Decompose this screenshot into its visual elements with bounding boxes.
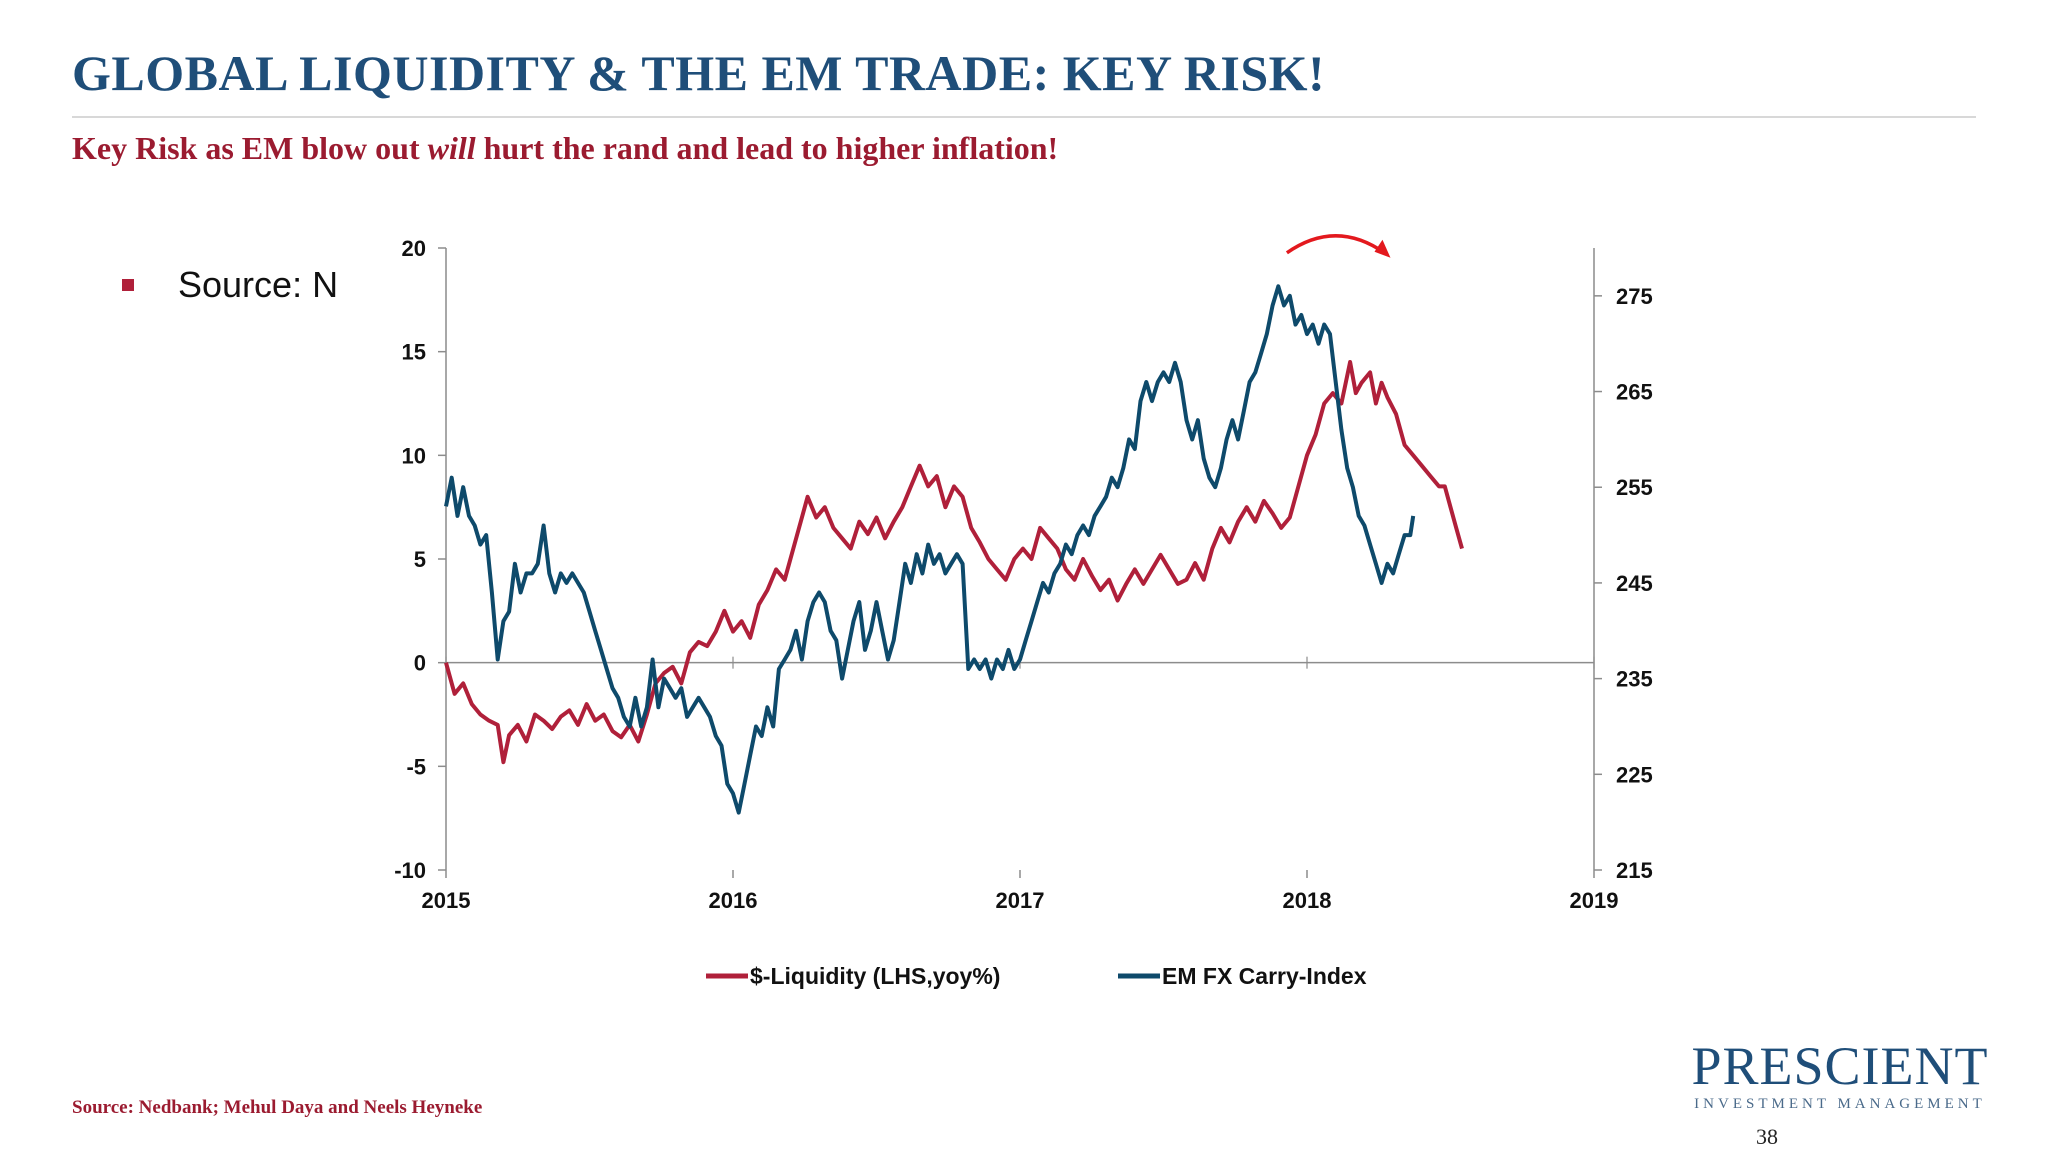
square-bullet-icon [122,279,134,291]
left-tick-label: -10 [394,858,426,883]
page-number: 38 [1756,1124,1778,1149]
x-tick-label: 2017 [996,888,1045,913]
right-tick-label: 235 [1616,667,1653,692]
left-tick-label: 5 [414,547,426,572]
right-tick-label: 255 [1616,475,1653,500]
legend-liquidity-label: $-Liquidity (LHS,yoy%) [750,963,1000,989]
left-tick-label: 20 [402,236,426,261]
bullet-text: Source: N [178,264,339,305]
left-tick-label: 0 [414,651,426,676]
right-tick-label: 275 [1616,284,1653,309]
liquidity-series-line [444,360,1464,765]
bullet-item: Source: N [122,264,338,306]
prescient-logo: PRESCIENT INVESTMENT MANAGEMENT [1690,1038,1990,1113]
right-tick-label: 265 [1616,380,1653,405]
left-tick-label: 10 [402,443,426,468]
x-tick-label: 2015 [422,888,471,913]
right-tick-label: 215 [1616,858,1653,883]
logo-wordmark: PRESCIENT [1691,1036,1989,1096]
logo-tagline: INVESTMENT MANAGEMENT [1694,1096,1986,1112]
subtitle-emphasis: will [427,130,476,166]
slide-title: GLOBAL LIQUIDITY & THE EM TRADE: KEY RIS… [72,45,1326,101]
right-tick-label: 245 [1616,571,1653,596]
x-tick-label: 2019 [1570,888,1619,913]
annotation-arrowhead-icon [1374,239,1391,258]
subtitle-text-start: Key Risk as EM blow out [72,130,428,166]
legend-carry-index-label: EM FX Carry-Index [1162,963,1367,989]
left-tick-label: 15 [402,340,426,365]
left-tick-label: -5 [406,754,426,779]
right-tick-label: 225 [1616,762,1653,787]
annotation-arrow [1285,234,1386,255]
carry-index-series-line [444,284,1416,815]
x-tick-label: 2016 [709,888,758,913]
subtitle-text-end: hurt the rand and lead to higher inflati… [475,130,1059,166]
slide-subtitle: Key Risk as EM blow out will hurt the ra… [72,130,1058,167]
title-divider [72,116,1976,118]
footer-source: Source: Nedbank; Mehul Daya and Neels He… [72,1097,483,1118]
x-tick-label: 2018 [1283,888,1332,913]
